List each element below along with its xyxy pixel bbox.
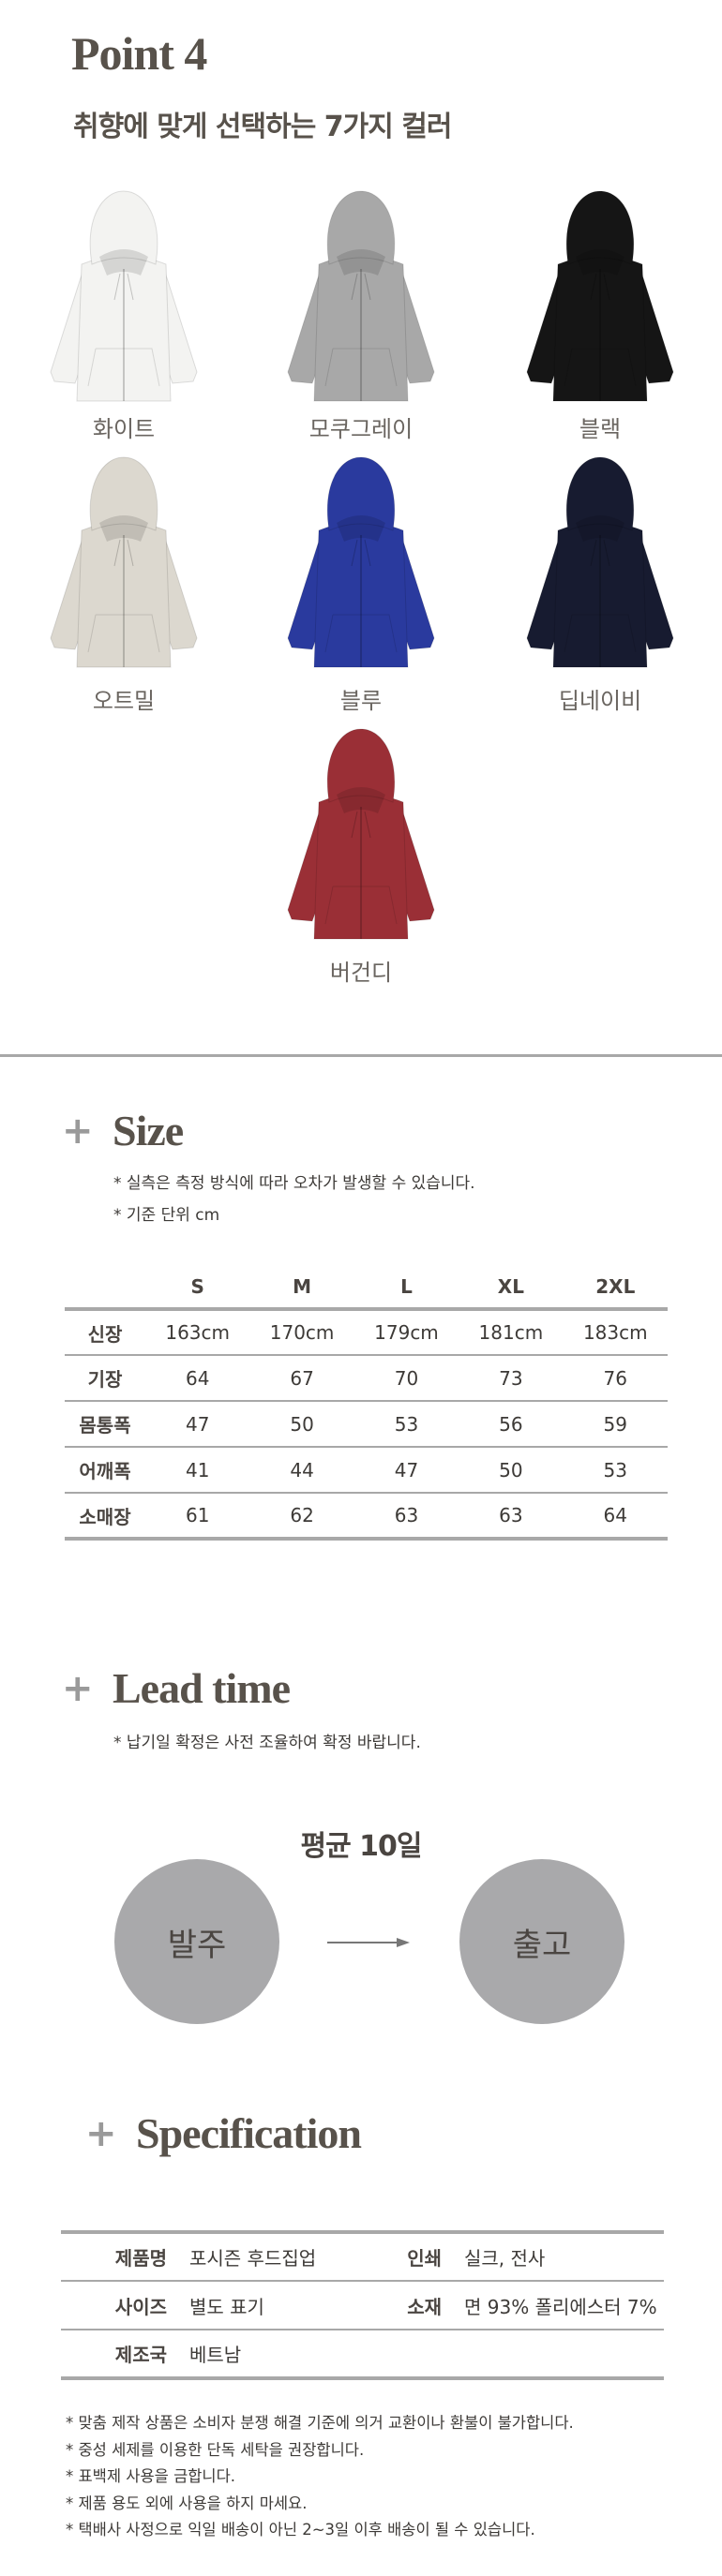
size-value: 73 (459, 1355, 564, 1402)
size-value: 183cm (563, 1309, 668, 1356)
size-table: S M L XL 2XL 신장 163cm 170cm 179cm 181cm 183cm… (65, 1265, 668, 1541)
size-value: 50 (459, 1447, 564, 1494)
size-value: 163cm (145, 1309, 250, 1356)
spec-value: 포시즌 후드집업 (189, 2232, 393, 2282)
plus-icon: + (62, 1109, 94, 1153)
table-row: 신장 163cm 170cm 179cm 181cm 183cm (65, 1309, 668, 1356)
color-label: 화이트 (92, 416, 156, 442)
spec-value: 별도 표기 (189, 2281, 393, 2330)
size-value: 70 (353, 1355, 459, 1402)
spec-label: 제조국 (114, 2344, 167, 2366)
hoodie-image (506, 189, 694, 403)
size-value: 53 (353, 1401, 459, 1448)
spec-label: 제품명 (61, 2232, 189, 2282)
row-label: 몸통폭 (65, 1401, 145, 1448)
spec-value: 실크, 전사 (464, 2232, 664, 2282)
hoodie-image (267, 727, 455, 941)
size-value: 50 (249, 1401, 354, 1448)
color-label: 블루 (339, 688, 383, 714)
arrow-right-icon (327, 1938, 410, 1947)
size-value: 41 (145, 1447, 250, 1494)
size-value: 179cm (353, 1309, 459, 1356)
table-row: 제품명 포시즌 후드집업 인쇄 실크, 전사 (61, 2232, 664, 2282)
column-header: XL (459, 1265, 564, 1311)
average-days: 평균 10일 (300, 1830, 423, 1863)
care-note: * 맞춤 제작 상품은 소비자 분쟁 해결 기준에 의거 교환이나 환불이 불가… (66, 2414, 574, 2432)
color-label: 모쿠그레이 (308, 416, 414, 442)
care-note: * 제품 용도 외에 사용을 하지 마세요. (66, 2494, 308, 2512)
hoodie-image (267, 189, 455, 403)
size-value: 181cm (459, 1309, 564, 1356)
care-note: * 표백제 사용을 금합니다. (66, 2467, 236, 2485)
column-header: L (353, 1265, 459, 1311)
spec-value (464, 2330, 664, 2378)
hoodie-image (267, 455, 455, 669)
point-title: Point 4 (71, 27, 207, 80)
size-value: 44 (249, 1447, 354, 1494)
size-value: 64 (145, 1355, 250, 1402)
size-title: Size (113, 1107, 184, 1154)
order-circle: 발주 (114, 1859, 279, 2024)
spec-label (393, 2330, 464, 2378)
row-label: 소매장 (65, 1493, 145, 1541)
plus-icon: + (85, 2111, 117, 2155)
size-header-row: S M L XL 2XL (65, 1265, 668, 1311)
row-label: 신장 (65, 1309, 145, 1356)
size-note: * 기준 단위 cm (113, 1206, 220, 1225)
color-label: 딥네이비 (558, 688, 642, 714)
spec-label: 소재 (393, 2281, 464, 2330)
table-row: 소매장 61 62 63 63 64 (65, 1493, 668, 1541)
spec-heading: + Specification (85, 2108, 362, 2158)
spec-label: 인쇄 (393, 2232, 464, 2282)
spec-value: 베트남 (189, 2344, 242, 2366)
lead-time-note: * 납기일 확정은 사전 조율하여 확정 바랍니다. (113, 1734, 421, 1752)
size-value: 63 (353, 1493, 459, 1541)
row-label: 기장 (65, 1355, 145, 1402)
shipping-circle: 출고 (459, 1859, 624, 2024)
lead-time-heading: + Lead time (62, 1663, 291, 1713)
hoodie-image (506, 455, 694, 669)
spec-label: 사이즈 (61, 2281, 189, 2330)
column-header: M (249, 1265, 354, 1311)
plus-icon: + (62, 1666, 94, 1710)
size-value: 61 (145, 1493, 250, 1541)
column-header: 2XL (563, 1265, 668, 1311)
section-divider (0, 1054, 722, 1057)
table-row: 사이즈 별도 표기 소재 면 93% 폴리에스터 7% (61, 2281, 664, 2330)
size-heading: + Size (62, 1106, 184, 1155)
row-label: 어깨폭 (65, 1447, 145, 1494)
size-value: 63 (459, 1493, 564, 1541)
size-value: 62 (249, 1493, 354, 1541)
color-label: 블랙 (579, 416, 622, 442)
size-value: 53 (563, 1447, 668, 1494)
column-header: S (145, 1265, 250, 1311)
spec-value: 면 93% 폴리에스터 7% (464, 2281, 664, 2330)
hoodie-image (30, 189, 218, 403)
size-value: 56 (459, 1401, 564, 1448)
care-notes: * 맞춤 제작 상품은 소비자 분쟁 해결 기준에 의거 교환이나 환불이 불가… (66, 2410, 574, 2544)
size-value: 59 (563, 1401, 668, 1448)
size-value: 67 (249, 1355, 354, 1402)
size-value: 170cm (249, 1309, 354, 1356)
point-subtitle: 취향에 맞게 선택하는 7가지 컬러 (73, 111, 452, 143)
size-value: 76 (563, 1355, 668, 1402)
table-row: 기장 64 67 70 73 76 (65, 1355, 668, 1402)
table-row: 몸통폭 47 50 53 56 59 (65, 1401, 668, 1448)
column-header (65, 1265, 145, 1311)
size-value: 47 (145, 1401, 250, 1448)
size-value: 64 (563, 1493, 668, 1541)
size-value: 47 (353, 1447, 459, 1494)
spec-title: Specification (136, 2109, 362, 2157)
color-label: 버건디 (329, 960, 393, 986)
care-note: * 택배사 사정으로 익일 배송이 아닌 2~3일 이후 배송이 될 수 있습니… (66, 2521, 535, 2539)
spec-table: 제품명 포시즌 후드집업 인쇄 실크, 전사 사이즈 별도 표기 소재 면 93% 폴리에스터… (61, 2230, 664, 2380)
table-row: 어깨폭 41 44 47 50 53 (65, 1447, 668, 1494)
color-label: 오트밀 (92, 688, 156, 714)
size-note: * 실측은 측정 방식에 따라 오차가 발생할 수 있습니다. (113, 1174, 475, 1193)
lead-time-title: Lead time (113, 1664, 291, 1712)
table-row: 제조국 베트남 (61, 2330, 664, 2378)
care-note: * 중성 세제를 이용한 단독 세탁을 권장합니다. (66, 2440, 365, 2459)
hoodie-image (30, 455, 218, 669)
